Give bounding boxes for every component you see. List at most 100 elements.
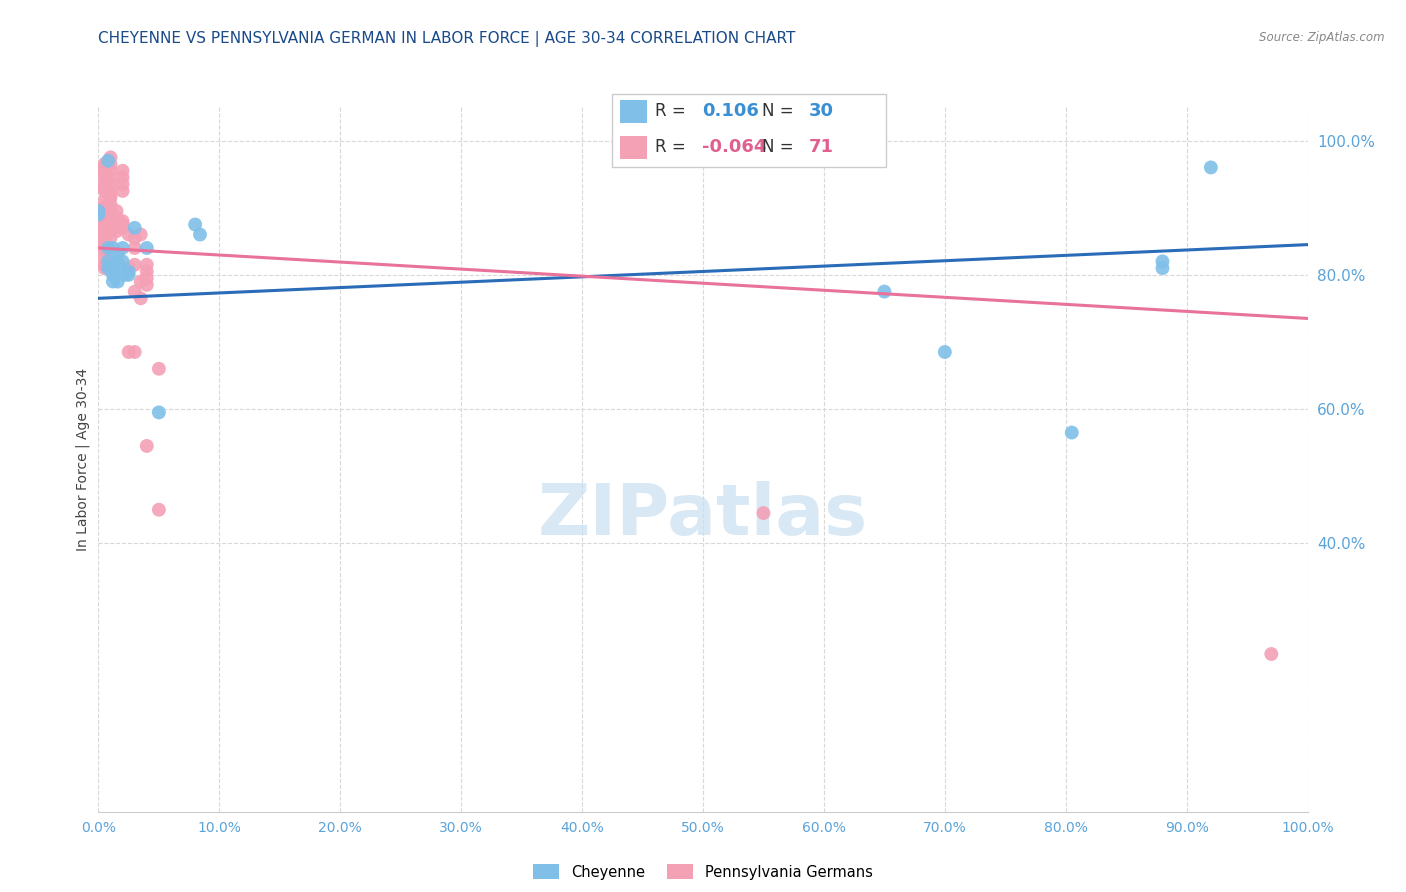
Point: [97, 261, 120, 276]
Point: [100, 150, 122, 164]
Point: [93, 258, 115, 272]
Point: [111, 254, 134, 268]
Point: [118, 268, 141, 282]
Point: [101, 261, 124, 276]
Point: [188, 227, 211, 242]
Point: [111, 218, 134, 232]
Point: [97, 254, 120, 268]
Point: [934, 345, 956, 359]
Point: [1199, 161, 1222, 175]
Text: R =: R =: [655, 102, 692, 120]
Point: [107, 248, 129, 262]
Point: [100, 178, 122, 192]
Point: [148, 405, 170, 419]
Point: [1060, 425, 1083, 440]
Point: [100, 184, 122, 198]
Point: [100, 224, 122, 238]
Point: [124, 241, 146, 255]
Point: [93, 204, 115, 219]
Point: [100, 187, 122, 202]
Point: [135, 271, 157, 285]
Point: [93, 180, 115, 194]
Text: ZIPatlas: ZIPatlas: [538, 482, 868, 550]
Point: [100, 211, 122, 225]
Point: [93, 218, 115, 232]
Point: [111, 214, 134, 228]
Point: [135, 439, 157, 453]
Point: [111, 163, 134, 178]
Y-axis label: In Labor Force | Age 30-34: In Labor Force | Age 30-34: [76, 368, 90, 551]
Point: [87, 207, 110, 221]
Bar: [620, 136, 647, 160]
Point: [93, 201, 115, 215]
Point: [93, 244, 115, 259]
Point: [97, 153, 120, 168]
Point: [148, 502, 170, 516]
Point: [111, 220, 134, 235]
Point: [873, 285, 896, 299]
Point: [105, 224, 128, 238]
Point: [93, 261, 115, 276]
Point: [93, 224, 115, 238]
Point: [93, 157, 115, 171]
Point: [1260, 647, 1282, 661]
Point: [93, 167, 115, 181]
Point: [107, 275, 129, 289]
Point: [105, 211, 128, 225]
Point: [1152, 254, 1174, 268]
Point: [114, 268, 136, 282]
Text: N =: N =: [762, 138, 799, 156]
Point: [97, 241, 120, 255]
Point: [100, 218, 122, 232]
Point: [107, 261, 129, 276]
Point: [118, 264, 141, 278]
Point: [135, 264, 157, 278]
Point: [100, 191, 122, 205]
Point: [100, 204, 122, 219]
Point: [87, 204, 110, 219]
Point: [105, 204, 128, 219]
Point: [100, 231, 122, 245]
Point: [100, 170, 122, 185]
Text: N =: N =: [762, 102, 799, 120]
Point: [124, 231, 146, 245]
Point: [1152, 261, 1174, 276]
Bar: [620, 100, 647, 123]
Point: [100, 157, 122, 171]
Point: [100, 163, 122, 178]
Point: [129, 291, 152, 305]
Point: [124, 345, 146, 359]
Text: CHEYENNE VS PENNSYLVANIA GERMAN IN LABOR FORCE | AGE 30-34 CORRELATION CHART: CHEYENNE VS PENNSYLVANIA GERMAN IN LABOR…: [98, 31, 796, 47]
Point: [93, 227, 115, 242]
Point: [118, 227, 141, 242]
Point: [93, 237, 115, 252]
Point: [87, 207, 110, 221]
Point: [101, 241, 124, 255]
Point: [87, 227, 110, 242]
Point: [752, 506, 775, 520]
Point: [118, 261, 141, 276]
Text: 0.106: 0.106: [702, 102, 759, 120]
Point: [107, 254, 129, 268]
Point: [129, 275, 152, 289]
Point: [124, 220, 146, 235]
Point: [124, 285, 146, 299]
Point: [129, 227, 152, 242]
Point: [93, 178, 115, 192]
Point: [93, 163, 115, 178]
Point: [101, 268, 124, 282]
Point: [111, 241, 134, 255]
Point: [93, 170, 115, 185]
Point: [111, 170, 134, 185]
Text: Source: ZipAtlas.com: Source: ZipAtlas.com: [1260, 31, 1385, 45]
Point: [87, 231, 110, 245]
Point: [118, 345, 141, 359]
Point: [93, 194, 115, 208]
Text: -0.064: -0.064: [702, 138, 766, 156]
Point: [101, 275, 124, 289]
Point: [135, 258, 157, 272]
Text: 71: 71: [808, 138, 834, 156]
Point: [135, 241, 157, 255]
Point: [100, 197, 122, 211]
Text: R =: R =: [655, 138, 692, 156]
